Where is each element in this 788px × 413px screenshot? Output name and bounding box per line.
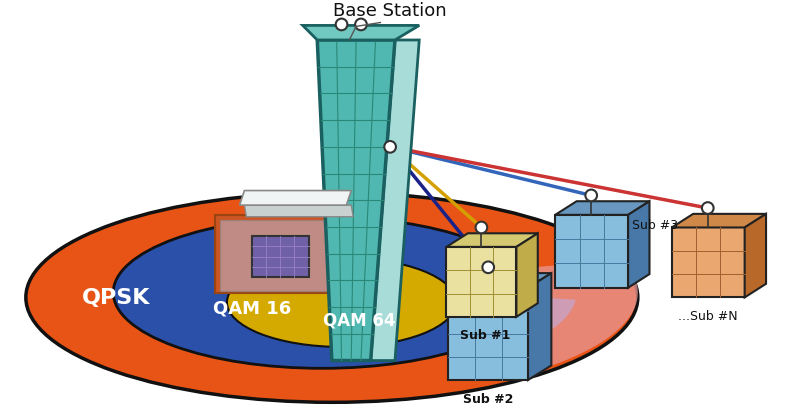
Polygon shape	[220, 220, 332, 291]
Polygon shape	[556, 215, 628, 288]
Text: QAM 64: QAM 64	[323, 311, 396, 329]
Circle shape	[702, 203, 714, 214]
Polygon shape	[556, 202, 649, 215]
Polygon shape	[672, 228, 745, 298]
Text: ...Sub #N: ...Sub #N	[678, 309, 738, 322]
Polygon shape	[528, 273, 552, 380]
Circle shape	[482, 262, 494, 273]
Polygon shape	[672, 214, 766, 228]
FancyBboxPatch shape	[252, 237, 309, 278]
Polygon shape	[240, 191, 351, 206]
Text: QPSK: QPSK	[82, 288, 151, 308]
Polygon shape	[370, 41, 419, 361]
Polygon shape	[516, 234, 537, 317]
Polygon shape	[244, 206, 353, 217]
Ellipse shape	[26, 193, 637, 402]
Polygon shape	[448, 273, 552, 288]
Circle shape	[476, 222, 487, 234]
Ellipse shape	[113, 217, 531, 368]
Text: Sub #3: Sub #3	[632, 218, 678, 232]
Polygon shape	[336, 283, 576, 344]
Text: Sub #2: Sub #2	[463, 392, 514, 405]
Text: QAM 16: QAM 16	[213, 299, 292, 316]
Circle shape	[336, 19, 348, 31]
Circle shape	[385, 142, 396, 153]
Circle shape	[355, 19, 366, 31]
Polygon shape	[447, 247, 516, 317]
Polygon shape	[628, 202, 649, 288]
Ellipse shape	[227, 258, 456, 347]
Text: Base Station: Base Station	[333, 2, 447, 19]
Polygon shape	[318, 41, 395, 361]
Polygon shape	[303, 26, 419, 41]
Polygon shape	[447, 234, 537, 247]
Circle shape	[585, 190, 597, 202]
Polygon shape	[448, 288, 528, 380]
Polygon shape	[745, 214, 766, 298]
Polygon shape	[336, 261, 637, 379]
Polygon shape	[215, 215, 341, 293]
Text: Sub #1: Sub #1	[460, 329, 511, 342]
